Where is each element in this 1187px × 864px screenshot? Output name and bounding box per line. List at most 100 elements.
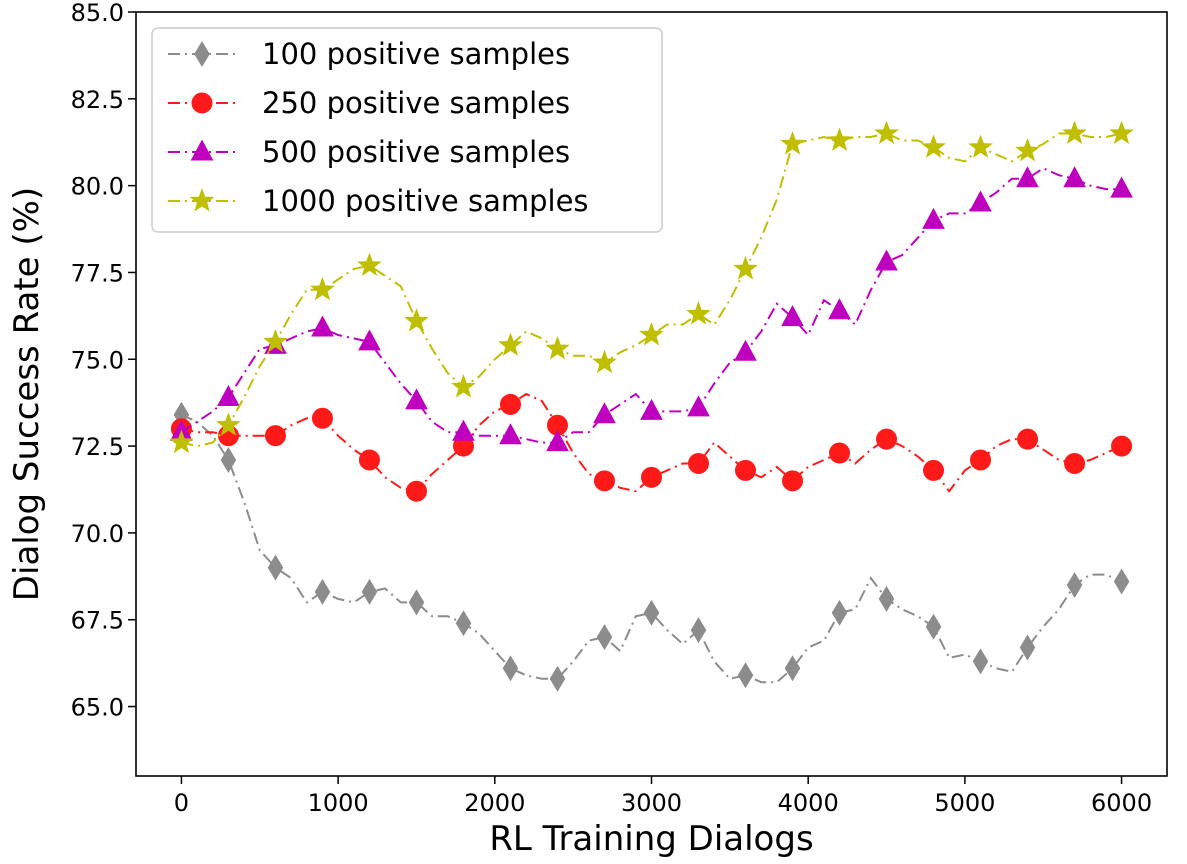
data-point	[1017, 428, 1039, 450]
legend-marker	[191, 92, 213, 114]
data-point	[640, 398, 663, 420]
x-tick-label: 4000	[778, 789, 839, 817]
y-tick-label: 82.5	[71, 86, 124, 114]
legend-label: 1000 positive samples	[262, 184, 589, 218]
y-tick-label: 67.5	[71, 607, 124, 635]
data-point	[1062, 120, 1087, 144]
data-point	[408, 589, 425, 616]
data-point	[216, 412, 241, 436]
series-line	[181, 392, 1123, 493]
data-point	[737, 662, 754, 689]
data-point	[875, 249, 898, 271]
data-point	[690, 617, 707, 644]
data-point	[314, 578, 331, 605]
data-point	[1109, 120, 1134, 144]
legend-marker	[194, 41, 210, 67]
data-point	[643, 599, 660, 626]
y-axis-title: Dialog Success Rate (%)	[7, 187, 47, 601]
data-point	[972, 648, 989, 675]
data-point	[782, 470, 804, 492]
data-point	[1113, 568, 1130, 595]
x-tick-label: 5000	[934, 789, 995, 817]
data-point	[499, 423, 522, 445]
data-point	[357, 252, 382, 276]
data-point	[549, 665, 566, 692]
data-point	[784, 655, 801, 682]
series-4	[169, 120, 1134, 454]
data-point	[358, 329, 381, 351]
legend-label: 500 positive samples	[262, 135, 570, 169]
data-point	[499, 393, 521, 415]
data-point	[874, 120, 899, 144]
data-point	[686, 301, 711, 325]
data-point	[220, 447, 237, 473]
y-tick-label: 70.0	[71, 520, 124, 548]
data-point	[1016, 166, 1039, 188]
data-point	[735, 459, 757, 481]
data-point	[688, 452, 710, 474]
data-point	[923, 459, 945, 481]
series-2	[170, 392, 1133, 502]
legend-marker	[189, 188, 215, 212]
data-point	[1111, 435, 1133, 457]
data-point	[922, 207, 945, 229]
legend-box	[151, 27, 663, 233]
y-tick-label: 77.5	[71, 259, 124, 287]
legend-label: 250 positive samples	[262, 86, 570, 120]
data-point	[1064, 452, 1086, 474]
data-point	[970, 449, 992, 471]
data-point	[263, 328, 288, 353]
legend-item: 100 positive samples	[168, 37, 570, 71]
data-point	[828, 298, 851, 320]
legend: 100 positive samples 250 positive samples…	[151, 27, 663, 233]
data-point	[1019, 634, 1036, 661]
data-point	[639, 322, 664, 346]
data-point	[545, 335, 570, 360]
data-point	[358, 449, 380, 471]
data-point	[404, 308, 429, 332]
legend-item: 1000 positive samples	[168, 184, 589, 218]
data-point	[780, 131, 805, 155]
data-point	[593, 470, 615, 492]
x-tick-label: 6000	[1091, 789, 1152, 817]
legend-marker	[190, 139, 214, 161]
y-tick-label: 72.5	[71, 433, 124, 461]
data-point	[310, 276, 335, 301]
data-point	[829, 442, 851, 464]
data-point	[451, 374, 476, 398]
data-point	[217, 384, 240, 406]
data-point	[267, 554, 284, 581]
data-point	[592, 349, 617, 374]
data-point	[1110, 176, 1133, 198]
data-point	[311, 315, 334, 337]
legend-item: 250 positive samples	[168, 86, 570, 120]
data-point	[921, 134, 946, 158]
legend-label: 100 positive samples	[262, 37, 570, 71]
y-tick-label: 65.0	[71, 694, 124, 722]
data-point	[1015, 137, 1040, 162]
data-point	[311, 407, 333, 429]
data-point	[264, 425, 286, 447]
data-point	[831, 599, 848, 626]
data-point	[593, 402, 616, 424]
data-point	[781, 305, 804, 327]
data-point	[968, 134, 993, 158]
data-point	[878, 585, 895, 612]
series-layer	[169, 120, 1134, 692]
data-point	[452, 419, 475, 441]
data-point	[641, 466, 662, 488]
data-point	[925, 613, 942, 640]
data-point	[1066, 572, 1083, 598]
x-tick-label: 1000	[308, 789, 369, 817]
data-point	[405, 480, 427, 502]
data-point	[169, 429, 194, 454]
data-point	[498, 332, 523, 356]
x-tick-label: 0	[174, 789, 189, 817]
data-point	[361, 578, 378, 605]
data-point	[455, 610, 472, 637]
series-1	[173, 401, 1130, 692]
data-point	[502, 655, 519, 682]
data-point	[734, 339, 757, 361]
data-point	[733, 256, 758, 280]
data-point	[596, 624, 613, 651]
